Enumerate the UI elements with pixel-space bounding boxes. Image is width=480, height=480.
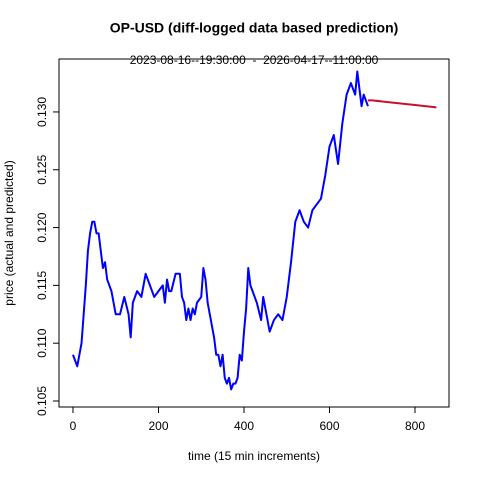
x-tick-label: 200 xyxy=(148,419,168,433)
plot-frame xyxy=(58,58,450,408)
price-line xyxy=(72,70,369,391)
chart-title: OP-USD (diff-logged data based predictio… xyxy=(110,20,399,36)
y-tick-label: 0.120 xyxy=(35,212,49,242)
x-axis-label: time (15 min increments) xyxy=(188,449,320,463)
x-tick-label: 600 xyxy=(319,419,339,433)
x-tick-label: 0 xyxy=(70,419,77,433)
price-line xyxy=(367,99,437,109)
y-tick-label: 0.125 xyxy=(35,154,49,184)
y-tick-label: 0.110 xyxy=(35,328,49,357)
x-tick-label: 800 xyxy=(405,419,425,433)
chart-subtitle: 2023-08-16--19:30:00 - 2026-04-17--11:00… xyxy=(130,53,379,67)
x-tick-label: 400 xyxy=(234,419,254,433)
y-tick-label: 0.130 xyxy=(35,97,49,127)
y-tick-label: 0.105 xyxy=(35,386,49,416)
y-tick-label: 0.115 xyxy=(35,270,49,299)
y-axis-label: price (actual and predicted) xyxy=(2,160,16,305)
